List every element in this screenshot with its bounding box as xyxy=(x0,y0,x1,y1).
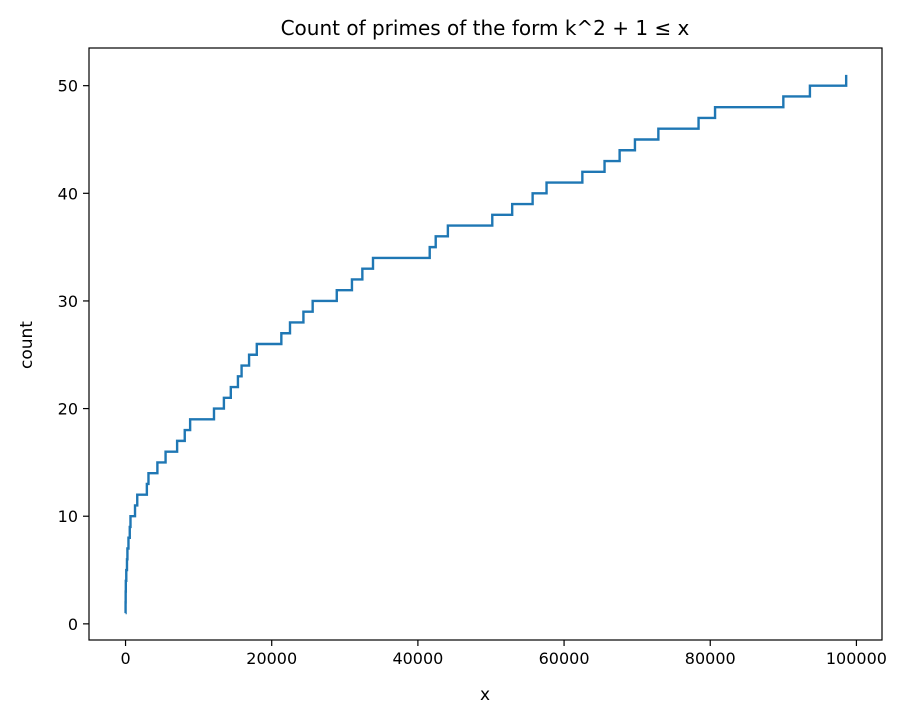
y-tick-label: 10 xyxy=(58,507,78,526)
plot-area xyxy=(124,74,848,615)
x-tick-label: 40000 xyxy=(392,649,443,668)
y-tick-label: 30 xyxy=(58,292,78,311)
x-tick-label: 60000 xyxy=(539,649,590,668)
plot-frame xyxy=(88,47,883,641)
y-tick-label: 50 xyxy=(58,77,78,96)
x-axis-label: x xyxy=(480,685,490,705)
x-tick-label: 100000 xyxy=(826,649,887,668)
x-tick-label: 0 xyxy=(120,649,130,668)
x-tick-label: 80000 xyxy=(685,649,736,668)
y-axis-label: count xyxy=(17,321,37,369)
y-tick-label: 40 xyxy=(58,184,78,203)
axis-ticks: 0 20000 40000 60000 80000 100000 0 10 20 30 40 50 xyxy=(58,77,887,668)
chart-title: Count of primes of the form k^2 + 1 ≤ x xyxy=(281,16,690,40)
y-tick-label: 20 xyxy=(58,400,78,419)
series-line xyxy=(124,74,848,615)
x-tick-label: 20000 xyxy=(246,649,297,668)
y-tick-label: 0 xyxy=(68,615,78,634)
